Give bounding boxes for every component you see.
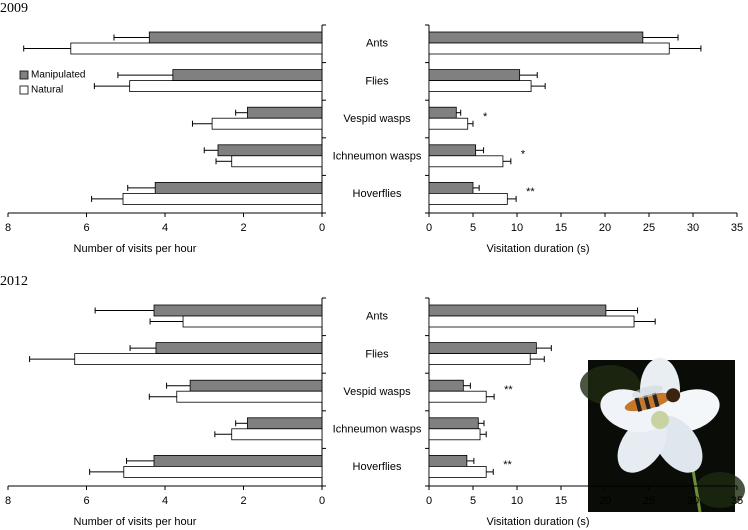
x-tick-label: 0 [426, 495, 432, 507]
bar [428, 117, 469, 130]
significance-label: ** [504, 384, 513, 396]
bar [428, 342, 537, 355]
x-tick-label: 10 [511, 495, 523, 507]
x-tick-label: 8 [5, 495, 11, 507]
bar [428, 106, 457, 119]
category-label: Ants [366, 38, 389, 50]
x-tick-label: 20 [599, 495, 611, 507]
bar [155, 342, 323, 355]
x-tick-label: 25 [643, 495, 655, 507]
legend-label: Manipulated [31, 70, 85, 81]
significance-label: ** [526, 186, 535, 198]
bar [189, 379, 323, 392]
legend-label: Natural [31, 85, 63, 96]
x-tick-label: 2 [240, 222, 246, 234]
photo-inset [580, 358, 745, 513]
bar [428, 31, 644, 44]
category-label: Flies [365, 75, 389, 87]
category-label: Ichneumon wasps [333, 424, 422, 436]
x-tick-label: 0 [319, 495, 325, 507]
bar [153, 304, 323, 317]
bar [70, 42, 323, 55]
year-label: 2012 [0, 274, 28, 289]
category-label: Vespid wasps [343, 386, 411, 398]
x-tick-label: 35 [731, 222, 743, 234]
x-tick-label: 4 [162, 222, 168, 234]
bar [231, 428, 323, 441]
bar [172, 69, 323, 81]
x-axis-label: Number of visits per hour [74, 243, 197, 255]
bar [428, 454, 468, 467]
x-tick-label: 0 [426, 222, 432, 234]
category-label: Ichneumon wasps [333, 151, 422, 163]
bar [122, 192, 323, 205]
x-tick-label: 5 [470, 222, 476, 234]
category-label: Ants [366, 311, 389, 323]
significance-label: * [483, 111, 488, 123]
x-tick-label: 4 [162, 495, 168, 507]
bar [129, 80, 323, 92]
x-axis-label: Number of visits per hour [74, 516, 197, 528]
bar [176, 390, 323, 403]
bar [182, 315, 323, 328]
legend-swatch [19, 85, 29, 95]
bar [428, 192, 508, 205]
x-tick-label: 30 [687, 222, 699, 234]
category-label: Hoverflies [353, 188, 402, 200]
x-tick-label: 0 [319, 222, 325, 234]
x-tick-label: 15 [555, 495, 567, 507]
x-tick-label: 5 [470, 495, 476, 507]
bar [428, 379, 464, 392]
bar [247, 417, 323, 430]
category-label: Hoverflies [353, 461, 402, 473]
x-axis-label: Visitation duration (s) [486, 516, 589, 528]
bar [428, 390, 487, 403]
bar [153, 454, 323, 467]
x-tick-label: 35 [731, 495, 743, 507]
bar [428, 315, 635, 328]
bar [123, 465, 323, 478]
bar [428, 304, 607, 317]
bar [148, 31, 323, 44]
bar [428, 42, 670, 55]
bar [428, 465, 487, 478]
significance-label: ** [503, 459, 512, 471]
legend-swatch [19, 70, 29, 80]
x-tick-label: 2 [240, 495, 246, 507]
bar [428, 80, 532, 92]
bar [74, 353, 323, 366]
category-label: Vespid wasps [343, 113, 411, 125]
x-tick-label: 6 [83, 222, 89, 234]
bar [428, 155, 504, 168]
x-tick-label: 6 [83, 495, 89, 507]
bar [247, 106, 323, 119]
x-tick-label: 25 [643, 222, 655, 234]
bar [428, 428, 481, 441]
x-tick-label: 8 [5, 222, 11, 234]
bar [428, 181, 474, 194]
x-tick-label: 20 [599, 222, 611, 234]
significance-label: * [521, 149, 526, 161]
x-tick-label: 15 [555, 222, 567, 234]
x-axis-label: Visitation duration (s) [486, 243, 589, 255]
bar [231, 155, 323, 168]
bar [428, 417, 479, 430]
year-label: 2009 [0, 1, 28, 16]
bar [428, 144, 477, 157]
bar [217, 144, 323, 157]
category-label: Flies [365, 348, 389, 360]
x-tick-label: 30 [687, 495, 699, 507]
bar [211, 117, 323, 130]
bar [154, 181, 323, 194]
x-tick-label: 10 [511, 222, 523, 234]
bar [428, 69, 521, 81]
bar [428, 353, 531, 366]
